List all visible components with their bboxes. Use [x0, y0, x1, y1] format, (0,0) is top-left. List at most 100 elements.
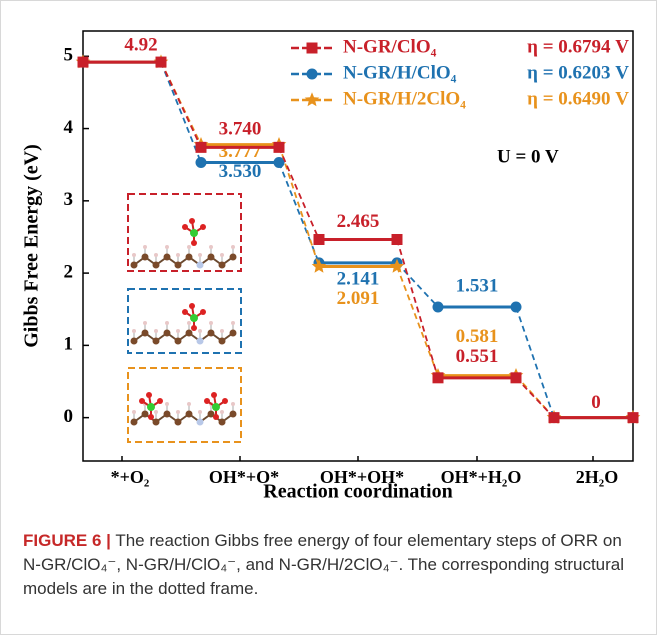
atom — [198, 410, 202, 414]
atom — [132, 253, 136, 257]
atom — [143, 321, 147, 325]
y-tick-label: 5 — [64, 45, 74, 66]
atom — [230, 254, 237, 261]
caption-text: The reaction Gibbs free energy of four e… — [23, 531, 624, 598]
y-tick-label: 0 — [64, 406, 74, 427]
note: U = 0 V — [497, 146, 559, 167]
marker — [628, 412, 639, 423]
atom — [187, 321, 191, 325]
atom — [230, 330, 237, 337]
atom — [175, 262, 182, 269]
atom — [189, 218, 195, 224]
value-label: 2.141 — [337, 268, 380, 289]
atom — [154, 329, 158, 333]
atom — [175, 419, 182, 426]
connector — [279, 147, 319, 239]
atom — [139, 398, 145, 404]
atom — [132, 410, 136, 414]
value-label: 0.581 — [456, 326, 499, 347]
marker — [305, 92, 320, 106]
y-tick-label: 4 — [64, 117, 74, 138]
atom — [186, 254, 193, 261]
atom — [131, 338, 138, 345]
atom — [187, 402, 191, 406]
atom — [189, 303, 195, 309]
value-label: 3.530 — [219, 161, 262, 182]
atom — [190, 314, 198, 322]
atom — [176, 253, 180, 257]
value-label: 2.465 — [337, 211, 380, 232]
atom — [175, 338, 182, 345]
value-label: 2.091 — [337, 288, 380, 309]
value-label: 1.531 — [456, 275, 499, 296]
atom — [204, 398, 210, 404]
marker — [392, 234, 403, 245]
atom — [208, 254, 215, 261]
chart: Gibbs Free Energy (eV) Reaction coordina… — [1, 1, 656, 516]
atom — [209, 245, 213, 249]
value-label: 3.740 — [219, 119, 262, 140]
marker — [433, 301, 444, 312]
atom — [182, 309, 188, 315]
connector — [516, 378, 554, 418]
marker — [78, 57, 89, 68]
atom — [164, 330, 171, 337]
connector — [397, 263, 438, 307]
atom — [191, 325, 197, 331]
atom — [219, 262, 226, 269]
y-axis-label: Gibbs Free Energy (eV) — [21, 144, 43, 348]
marker — [307, 69, 318, 80]
atom — [220, 410, 224, 414]
atom — [209, 321, 213, 325]
connector — [161, 62, 201, 162]
atom — [187, 245, 191, 249]
connector — [516, 376, 554, 418]
marker — [156, 57, 167, 68]
atom — [147, 403, 155, 411]
atom — [176, 410, 180, 414]
atom — [190, 229, 198, 237]
atom — [153, 338, 160, 345]
atom — [176, 329, 180, 333]
x-tick-label: OH*+H₂O — [441, 467, 522, 487]
x-tick-label: 2H₂O — [576, 467, 618, 487]
atom — [146, 392, 152, 398]
atom — [198, 329, 202, 333]
value-label: 3.777 — [219, 141, 262, 162]
atom — [200, 309, 206, 315]
atom — [153, 419, 160, 426]
connector — [279, 163, 319, 263]
marker — [511, 301, 522, 312]
atom — [208, 330, 215, 337]
atom — [200, 224, 206, 230]
atom — [213, 414, 219, 420]
atom — [132, 329, 136, 333]
y-tick-label: 1 — [64, 334, 74, 355]
marker — [196, 157, 207, 168]
value-label: 4.92 — [124, 34, 157, 55]
atom — [186, 330, 193, 337]
atom — [142, 330, 149, 337]
marker — [549, 412, 560, 423]
marker — [433, 372, 444, 383]
atom — [211, 392, 217, 398]
atom — [154, 410, 158, 414]
atom — [131, 262, 138, 269]
atom — [164, 411, 171, 418]
atom — [182, 224, 188, 230]
atom — [165, 402, 169, 406]
atom — [197, 262, 204, 269]
legend-annotation: η = 0.6794 V — [527, 36, 629, 57]
atom — [222, 398, 228, 404]
atom — [143, 245, 147, 249]
atom — [165, 245, 169, 249]
x-tick-label: *+O₂ — [111, 467, 150, 487]
marker — [307, 43, 318, 54]
x-tick-label: OH*+OH* — [320, 467, 404, 487]
atom — [197, 419, 204, 426]
value-label: 0 — [591, 392, 601, 413]
legend-label: N-GR/H/ClO₄ — [343, 62, 457, 83]
x-tick-label: OH*+O* — [209, 467, 279, 487]
y-tick-label: 3 — [64, 189, 74, 210]
atom — [154, 253, 158, 257]
